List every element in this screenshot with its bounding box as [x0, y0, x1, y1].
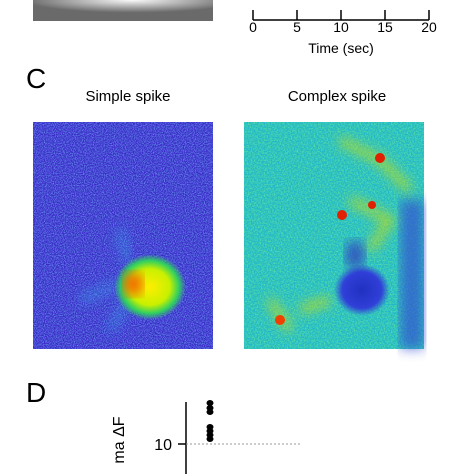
tick-label: 10 — [154, 437, 172, 454]
image-title: Complex spike — [288, 88, 386, 105]
tick-label: 20 — [421, 19, 437, 35]
image-title: Simple spike — [85, 88, 170, 105]
axis-label: ma ΔF — [111, 416, 128, 463]
panel-label: D — [26, 377, 46, 408]
time-axis — [252, 10, 430, 21]
tick-label: 0 — [249, 19, 257, 35]
complex-spike-image — [244, 122, 424, 349]
tick-label: 10 — [333, 19, 349, 35]
data-points — [206, 400, 214, 442]
panel-label: C — [26, 63, 46, 94]
axis-label: Time (sec) — [308, 40, 374, 56]
simple-spike-image — [33, 122, 213, 349]
grayscale-image — [33, 0, 213, 21]
tick-label: 15 — [377, 19, 393, 35]
tick-label: 5 — [293, 19, 301, 35]
